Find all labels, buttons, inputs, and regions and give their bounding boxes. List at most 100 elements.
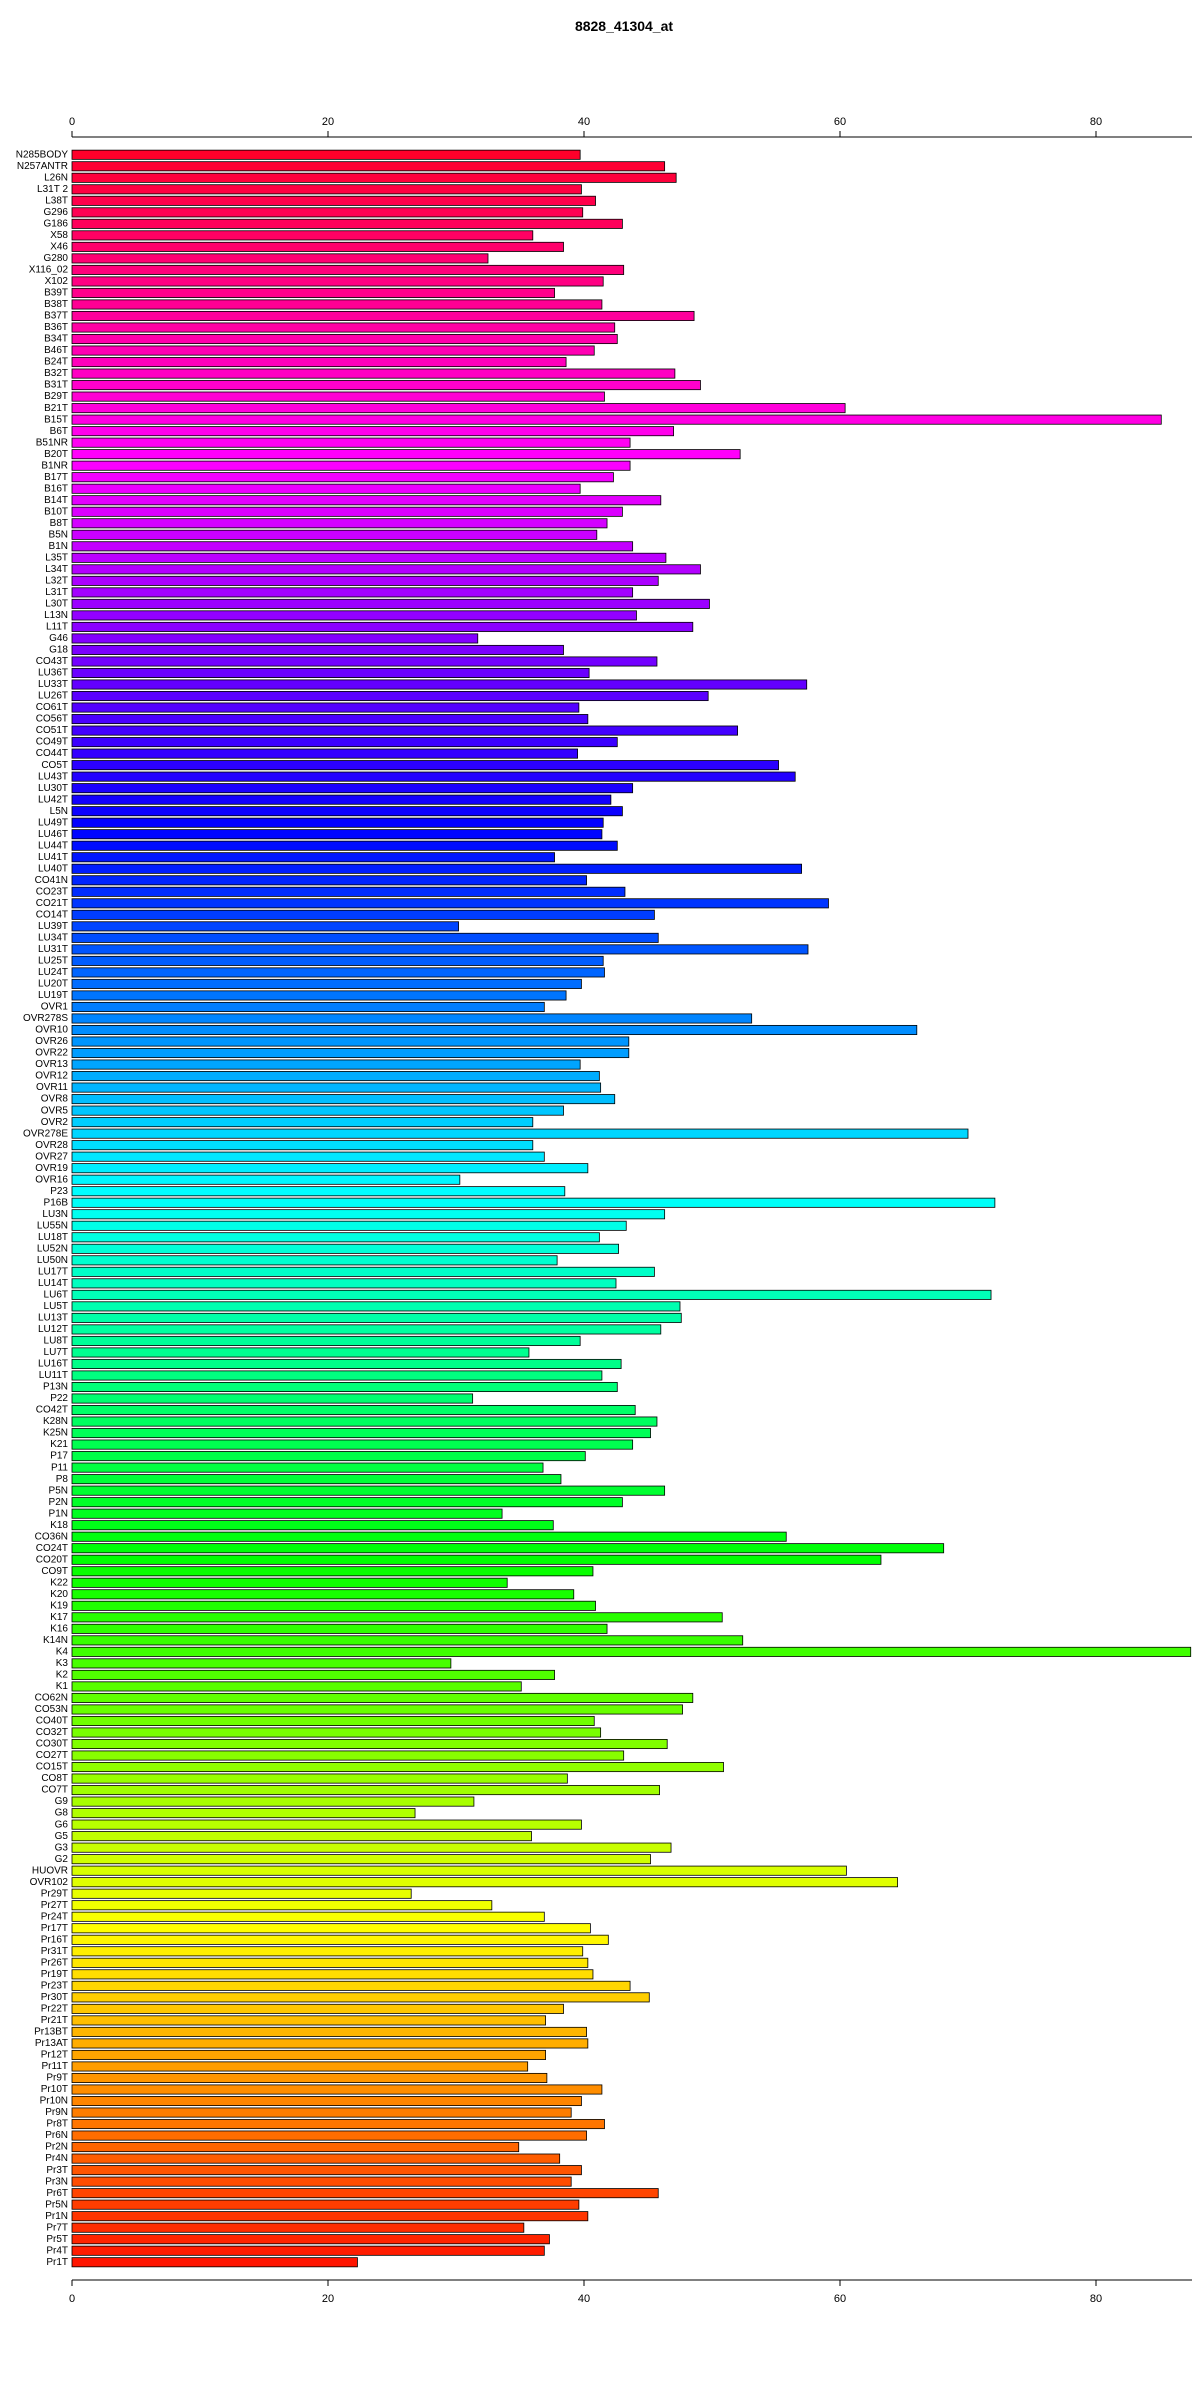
bar: [71, 1831, 532, 1842]
bar: [71, 1589, 575, 1600]
bar: [71, 195, 596, 206]
bar: [71, 264, 625, 275]
bar: [71, 2061, 529, 2072]
y-tick-label: Pr9T: [46, 2073, 68, 2084]
bar: [71, 1946, 584, 1957]
y-tick-label: CO14T: [36, 909, 68, 920]
y-tick-label: Pr1N: [45, 2211, 68, 2222]
bar: [71, 2038, 589, 2049]
y-tick-label: B32T: [44, 368, 68, 379]
y-tick-label: LU34T: [38, 933, 68, 944]
bar: [71, 679, 808, 690]
y-tick-label: G296: [44, 207, 69, 218]
y-tick-label: LU3N: [42, 1209, 68, 1220]
bar: [71, 1623, 608, 1634]
bar: [71, 1094, 616, 1105]
y-tick-label: K22: [50, 1577, 68, 1588]
y-tick-label: Pr5N: [45, 2199, 68, 2210]
y-tick-label: Pr10T: [41, 2084, 68, 2095]
bar: [71, 875, 587, 886]
y-tick-label: OVR19: [35, 1163, 68, 1174]
y-tick-label: Pr24T: [41, 1911, 68, 1922]
y-tick-label: K2: [56, 1670, 69, 1681]
bar: [71, 656, 658, 667]
y-tick-label: LU16T: [38, 1359, 68, 1370]
x-tick-label: 80: [1090, 116, 1102, 128]
bar: [71, 2049, 547, 2060]
bar: [71, 2211, 589, 2222]
bar: [71, 1059, 581, 1070]
bar: [71, 1220, 627, 1231]
bar: [71, 1335, 581, 1346]
y-tick-label: OVR1: [41, 1002, 69, 1013]
y-tick-label: B51NR: [36, 437, 68, 448]
bar: [71, 1934, 609, 1945]
bar: [71, 1554, 882, 1565]
bar: [71, 1405, 636, 1416]
y-tick-label: L32T: [45, 576, 68, 587]
y-tick-label: CO23T: [36, 886, 68, 897]
y-tick-label: LU8T: [44, 1336, 68, 1347]
bar: [71, 1209, 666, 1220]
x-tick-label: 60: [834, 116, 846, 128]
bar: [71, 2119, 605, 2130]
y-tick-label: Pr3N: [45, 2176, 68, 2187]
y-tick-label: CO21T: [36, 898, 68, 909]
bar: [71, 2096, 582, 2107]
bar: [71, 1957, 589, 1968]
bar: [71, 184, 582, 195]
y-tick-label: LU13T: [38, 1313, 68, 1324]
y-tick-label: B39T: [44, 288, 68, 299]
y-tick-label: G9: [55, 1796, 69, 1807]
bar: [71, 322, 616, 333]
bar: [71, 1750, 625, 1761]
y-tick-label: P2N: [49, 1497, 68, 1508]
bar: [71, 1773, 568, 1784]
bar: [71, 483, 581, 494]
bar: [71, 1289, 992, 1300]
bar: [71, 1278, 617, 1289]
y-tick-label: P1N: [49, 1508, 68, 1519]
y-tick-label: CO9T: [41, 1566, 68, 1577]
x-tick-label: 40: [578, 2293, 590, 2305]
bar: [71, 990, 567, 1001]
bar: [71, 1163, 589, 1174]
y-tick-label: LU5T: [44, 1301, 68, 1312]
bar: [71, 391, 605, 402]
y-tick-label: CO53N: [35, 1704, 68, 1715]
bar: [71, 1174, 461, 1185]
y-tick-label: OVR12: [35, 1071, 68, 1082]
y-tick-label: B38T: [44, 299, 68, 310]
bar: [71, 598, 710, 609]
bar: [71, 817, 604, 828]
y-tick-label: CO42T: [36, 1405, 68, 1416]
bar: [71, 1301, 681, 1312]
y-tick-label: L30T: [45, 599, 68, 610]
y-tick-label: LU14T: [38, 1278, 68, 1289]
y-tick-label: L31T 2: [37, 184, 68, 195]
y-tick-label: Pr27T: [41, 1900, 68, 1911]
y-tick-label: K1: [56, 1681, 69, 1692]
bar: [71, 1969, 594, 1980]
bar: [71, 2245, 545, 2256]
y-tick-label: LU24T: [38, 967, 68, 978]
y-tick-label: LU52N: [37, 1243, 68, 1254]
bar: [71, 1428, 651, 1439]
bar: [71, 1635, 744, 1646]
y-tick-label: Pr7T: [46, 2222, 68, 2233]
y-tick-label: LU18T: [38, 1232, 68, 1243]
y-tick-label: CO27T: [36, 1750, 68, 1761]
bar: [71, 737, 618, 748]
bar: [71, 414, 1162, 425]
bar: [71, 1819, 582, 1830]
y-tick-label: LU6T: [44, 1290, 68, 1301]
y-tick-label: Pr4N: [45, 2153, 68, 2164]
bar: [71, 437, 631, 448]
y-tick-label: CO24T: [36, 1543, 68, 1554]
y-tick-label: L5N: [50, 806, 68, 817]
bar: [71, 1911, 545, 1922]
y-tick-label: LU11T: [39, 1370, 68, 1381]
y-tick-label: B5N: [49, 529, 68, 540]
y-tick-label: CO7T: [41, 1785, 68, 1796]
bar: [71, 2142, 520, 2153]
